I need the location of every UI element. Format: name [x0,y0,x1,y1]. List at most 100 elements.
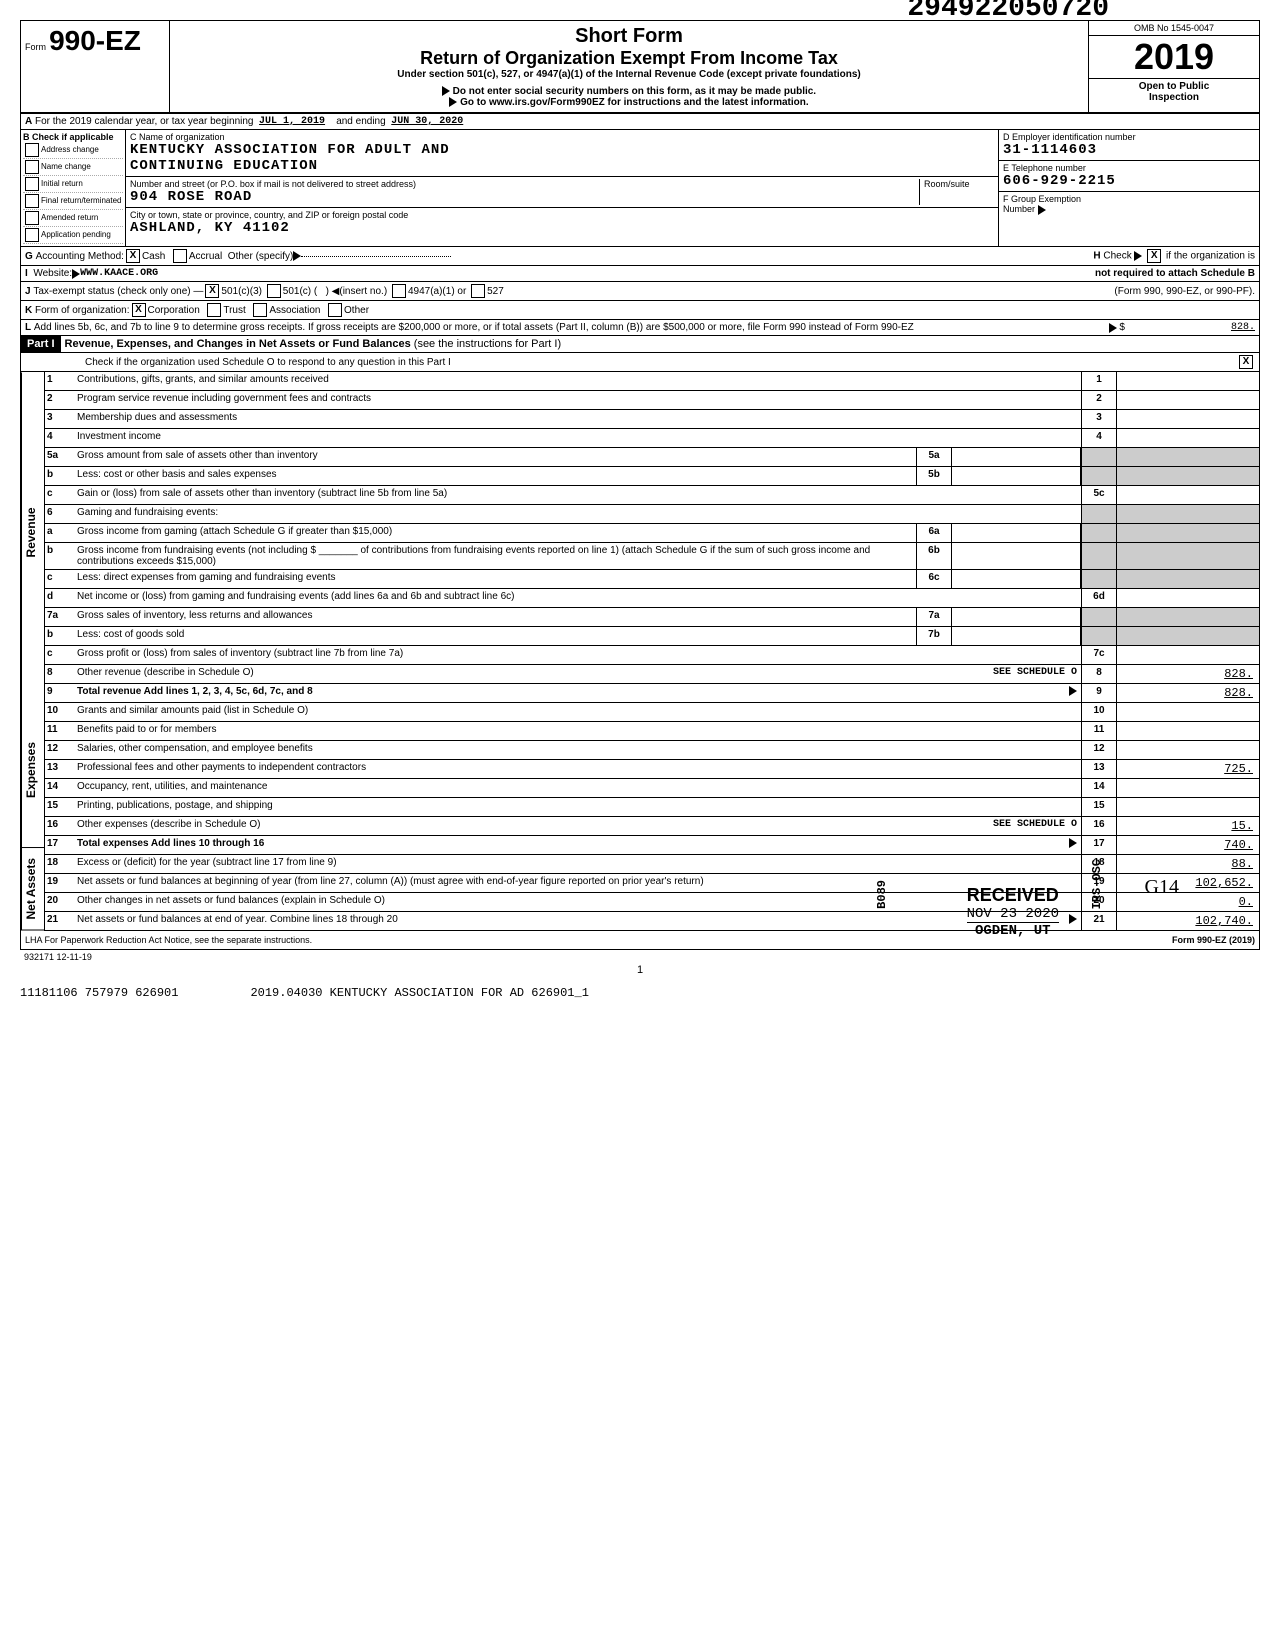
other-specify-line[interactable] [301,256,451,257]
line-l-text: Add lines 5b, 6c, and 7b to line 9 to de… [34,322,1109,333]
form-footer: Form 990-EZ (2019) [1172,935,1255,945]
row-annotation: SEE SCHEDULE O [993,819,1077,830]
check-application-pending[interactable]: Application pending [23,227,123,244]
period-begin: JUL 1, 2019 [259,116,325,127]
right-val [1117,798,1259,816]
table-row: dNet income or (loss) from gaming and fu… [45,589,1259,608]
line-j: J Tax-exempt status (check only one) — 5… [21,282,1259,301]
row-description: Excess or (deficit) for the year (subtra… [73,855,1081,873]
title-box: Short Form Return of Organization Exempt… [170,21,1089,112]
mid-num: 6b [916,543,952,569]
right-val: 0. [1117,893,1259,911]
row-description: Net income or (loss) from gaming and fun… [73,589,1081,607]
row-number: 16 [45,817,73,835]
row-number: 14 [45,779,73,797]
trust-label: Trust [223,305,245,316]
received-date: NOV 23 2020 [967,906,1059,922]
received-stamp: RECEIVED NOV 23 2020 OGDEN, UT [967,885,1059,939]
street-label: Number and street (or P.O. box if mail i… [130,179,416,189]
row-number: 4 [45,429,73,447]
right-num: 21 [1081,912,1117,930]
mid-num: 6c [916,570,952,588]
row-description: Total expenses Add lines 10 through 16 [73,836,1081,854]
arrow-icon [442,86,450,96]
table-row: 9Total revenue Add lines 1, 2, 3, 4, 5c,… [45,684,1259,703]
assoc-checkbox[interactable] [253,303,267,317]
right-num: 12 [1081,741,1117,759]
check-final-return[interactable]: Final return/terminated [23,193,123,210]
row-description: Less: cost or other basis and sales expe… [73,467,916,485]
line-g-h: G Accounting Method: Cash Accrual Other … [21,247,1259,266]
table-row: 14Occupancy, rent, utilities, and mainte… [45,779,1259,798]
check-name-change[interactable]: Name change [23,159,123,176]
right-val-shaded [1117,543,1259,569]
right-num-shaded [1081,467,1117,485]
row-number: 5a [45,448,73,466]
row-description: Grants and similar amounts paid (list in… [73,703,1081,721]
side-revenue: Revenue [21,372,44,692]
table-row: 20Other changes in net assets or fund ba… [45,893,1259,912]
city: ASHLAND, KY 41102 [130,220,290,236]
right-num: 14 [1081,779,1117,797]
row-description: Gross income from fundraising events (no… [73,543,916,569]
mid-num: 5a [916,448,952,466]
table-row: 12Salaries, other compensation, and empl… [45,741,1259,760]
arrow-icon [1069,838,1077,848]
assoc-label: Association [269,305,320,316]
rows-container: 1Contributions, gifts, grants, and simil… [45,372,1259,931]
row-number: 21 [45,912,73,930]
corp-label: Corporation [148,305,200,316]
row-number: 3 [45,410,73,428]
omb-number: OMB No 1545-0047 [1089,21,1259,36]
part-1-checkbox[interactable] [1239,355,1253,369]
corp-checkbox[interactable] [132,303,146,317]
website-label: Website: [33,268,72,279]
check-amended-return[interactable]: Amended return [23,210,123,227]
row-number: b [45,543,73,569]
check-address-change[interactable]: Address change [23,142,123,159]
arrow-icon [1134,251,1142,261]
mid-num: 7a [916,608,952,626]
right-num: 6d [1081,589,1117,607]
row-number: 13 [45,760,73,778]
right-val-shaded [1117,524,1259,542]
right-val-shaded [1117,608,1259,626]
527-checkbox[interactable] [471,284,485,298]
row-number: 15 [45,798,73,816]
accrual-checkbox[interactable] [173,249,187,263]
right-num: 10 [1081,703,1117,721]
table-row: 2Program service revenue including gover… [45,391,1259,410]
cash-checkbox[interactable] [126,249,140,263]
table-row: 5aGross amount from sale of assets other… [45,448,1259,467]
row-description: Professional fees and other payments to … [73,760,1081,778]
mid-num: 5b [916,467,952,485]
right-val [1117,429,1259,447]
other-label: Other (specify) [228,251,294,262]
501c3-checkbox[interactable] [205,284,219,298]
irs-osc-stamp: IRS-OSC [1090,859,1104,909]
table-row: 4Investment income4 [45,429,1259,448]
right-val [1117,646,1259,664]
row-number: 10 [45,703,73,721]
other-org-checkbox[interactable] [328,303,342,317]
line-k-label: Form of organization: [35,305,130,316]
right-num-shaded [1081,570,1117,588]
501c-checkbox[interactable] [267,284,281,298]
and-ending: and ending [336,116,386,127]
check-initial-return[interactable]: Initial return [23,176,123,193]
right-num: 1 [1081,372,1117,390]
row-description: Contributions, gifts, grants, and simila… [73,372,1081,390]
4947-checkbox[interactable] [392,284,406,298]
line-h-checkbox[interactable] [1147,249,1161,263]
short-form-title: Short Form [178,25,1080,48]
row-number: c [45,646,73,664]
right-num-shaded [1081,543,1117,569]
org-name-2: CONTINUING EDUCATION [130,158,318,174]
mid-val [952,467,1081,485]
trust-checkbox[interactable] [207,303,221,317]
row-description: Net assets or fund balances at beginning… [73,874,1081,892]
row-description: Total revenue Add lines 1, 2, 3, 4, 5c, … [73,684,1081,702]
right-val [1117,703,1259,721]
row-description: Less: direct expenses from gaming and fu… [73,570,916,588]
row-number: 6 [45,505,73,523]
